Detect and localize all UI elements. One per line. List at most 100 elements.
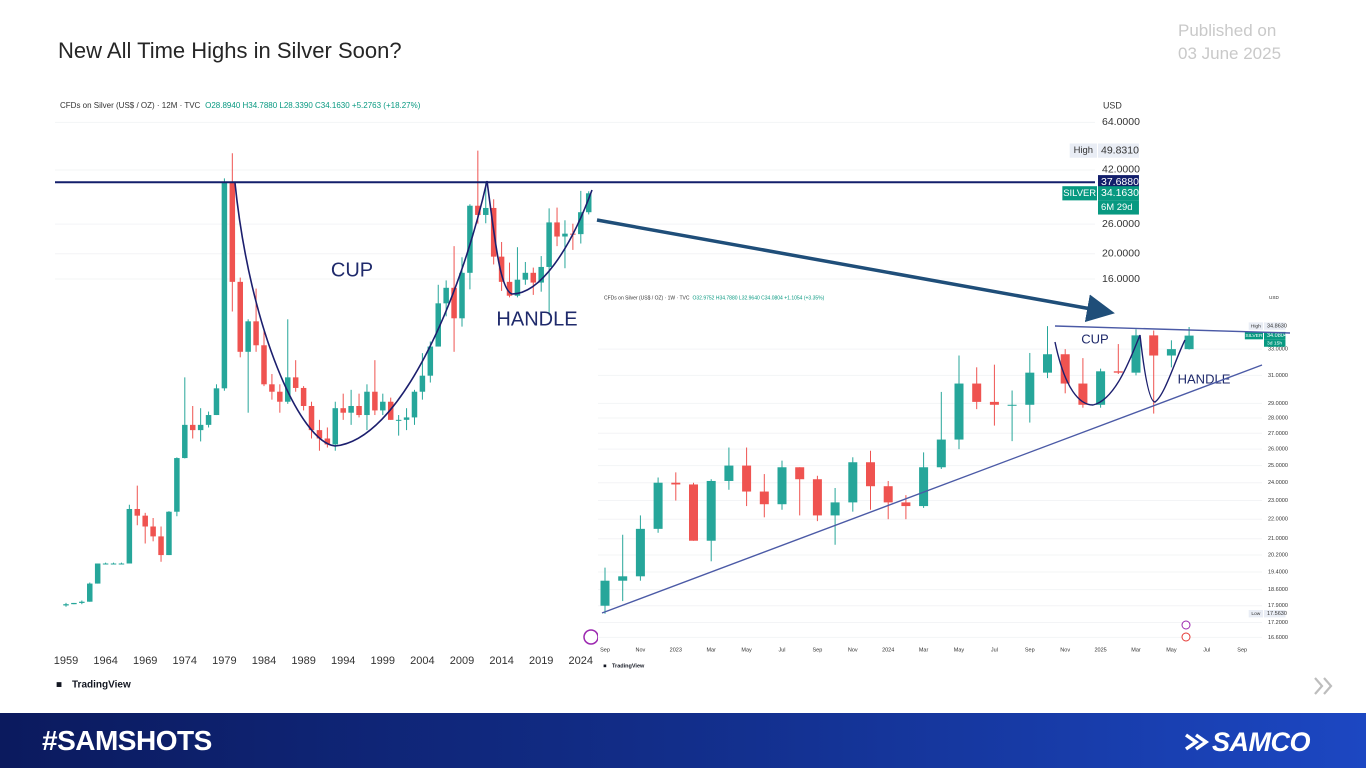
candle-body	[118, 563, 125, 565]
price-tag-label: 37.6880	[1101, 176, 1139, 188]
candle-body	[245, 321, 251, 352]
price-tag-name-box	[1069, 143, 1097, 158]
price-tag-label: 34.1630	[1101, 187, 1139, 199]
candle-body	[554, 222, 560, 237]
x-tick-label: 1974	[173, 655, 197, 667]
candle-body	[411, 391, 418, 418]
candle-body	[671, 482, 681, 485]
yearly-chart: 64.0000 42.0000 26.0000 20.0000 16.0000 USD 19…	[54, 100, 1140, 690]
annotation: CUP	[1081, 331, 1108, 346]
y-tick-label: 22.0000	[1268, 517, 1288, 523]
annotation: HANDLE	[496, 308, 577, 330]
event-icon	[1181, 632, 1191, 642]
x-tick-label: 2023	[670, 647, 682, 653]
event-icon	[1181, 620, 1191, 630]
y-tick-label: 29.0000	[1268, 401, 1288, 407]
y-tick-label: 25.0000	[1268, 463, 1288, 469]
x-tick-label: 1979	[212, 655, 236, 667]
y-tick-label: 17.2000	[1268, 620, 1288, 626]
y-tick-label: 16.0000	[1102, 273, 1140, 285]
x-tick-label: May	[1166, 647, 1177, 653]
x-tick-label: 2024	[882, 647, 894, 653]
ohlc-header: O32.9752 H34.7880 L32.9640 C34.0804 +1.1…	[692, 295, 824, 301]
published-label: Published on	[1178, 21, 1277, 40]
next-chevron[interactable]	[1314, 677, 1324, 695]
charts: 64.0000 42.0000 26.0000 20.0000 16.0000 USD 19…	[54, 100, 1333, 695]
countdown-box	[1264, 339, 1286, 347]
candle-body	[387, 401, 394, 420]
arrow	[596, 218, 1115, 323]
candle-body	[332, 408, 339, 445]
candle-body	[562, 233, 568, 237]
currency-label: USD	[1103, 100, 1122, 110]
y-tick-label: 17.9000	[1268, 603, 1288, 609]
price-tag	[1098, 143, 1139, 158]
price-tag-label: 34.0804	[1267, 333, 1287, 339]
source-watermark: TradingView	[72, 680, 131, 691]
weekly-drawings	[601, 325, 1291, 614]
candle-body	[261, 345, 267, 385]
x-tick-label: Sep	[1237, 647, 1247, 653]
y-tick-label: 16.6000	[1268, 635, 1288, 641]
candle-body	[600, 580, 610, 606]
price-tag-name: High	[1251, 323, 1261, 329]
candle-body	[954, 383, 964, 440]
candle-body	[435, 303, 441, 347]
candle-body	[618, 576, 628, 581]
candle-body	[197, 424, 204, 431]
price-tag-name-box	[1062, 186, 1097, 201]
x-tick-label: Jul	[1203, 647, 1210, 653]
candle-body	[830, 502, 840, 516]
candle-body	[1113, 371, 1123, 373]
candle-body	[483, 207, 489, 215]
candle-body	[205, 415, 212, 425]
countdown-box	[1098, 200, 1139, 215]
source-logo: ■	[603, 663, 606, 669]
weekly-chart: 33.0000 31.0000 29.0000 28.0000 27.0000 26.00…	[598, 289, 1292, 673]
x-tick-label: 1984	[252, 655, 276, 667]
candle-body	[1184, 335, 1194, 350]
x-tick-label: May	[741, 647, 752, 653]
candle-body	[356, 405, 362, 416]
candle-body	[126, 508, 133, 564]
x-tick-label: Nov	[636, 647, 646, 653]
next-chevron[interactable]	[1323, 677, 1333, 695]
candle-body	[300, 387, 307, 406]
candle-body	[866, 462, 875, 487]
candle-body	[1096, 371, 1106, 405]
x-tick-label: 2004	[410, 655, 434, 667]
cup-curve	[234, 180, 488, 447]
candle-body	[777, 467, 787, 505]
x-tick-label: May	[954, 647, 965, 653]
candle-body	[427, 346, 434, 376]
price-tag-name: Low	[1251, 611, 1260, 617]
candle-body	[79, 601, 85, 603]
candle-body	[1166, 349, 1176, 356]
candle-body	[522, 272, 529, 280]
y-tick-label: 27.0000	[1268, 431, 1288, 437]
candle-body	[795, 467, 805, 480]
y-tick-label: 20.2000	[1268, 552, 1288, 558]
footer: #SAMSHOTS SAMCO	[0, 713, 1366, 768]
candle-body	[706, 480, 716, 541]
y-tick-label: 21.0000	[1268, 536, 1288, 542]
x-tick-label: 1969	[133, 655, 157, 667]
x-tick-label: 2009	[450, 655, 474, 667]
event-icon	[583, 629, 599, 645]
currency-label: USD	[1269, 295, 1279, 300]
candle-body	[277, 391, 283, 402]
candle-body	[324, 438, 331, 445]
y-tick-label: 33.0000	[1268, 347, 1288, 353]
candle-body	[989, 401, 999, 405]
chart-header: CFDs on Silver (US$ / OZ) · 1W · TVC	[604, 295, 690, 301]
y-tick-label: 18.6000	[1268, 587, 1288, 593]
candle-body	[467, 205, 473, 273]
x-tick-label: 1964	[93, 655, 117, 667]
candle-body	[142, 515, 148, 527]
support-line	[601, 364, 1263, 614]
candle-body	[395, 419, 402, 421]
y-tick-label: 20.0000	[1102, 248, 1140, 260]
price-tag	[1098, 186, 1139, 201]
candle-body	[134, 508, 141, 516]
candle-body	[380, 401, 386, 411]
